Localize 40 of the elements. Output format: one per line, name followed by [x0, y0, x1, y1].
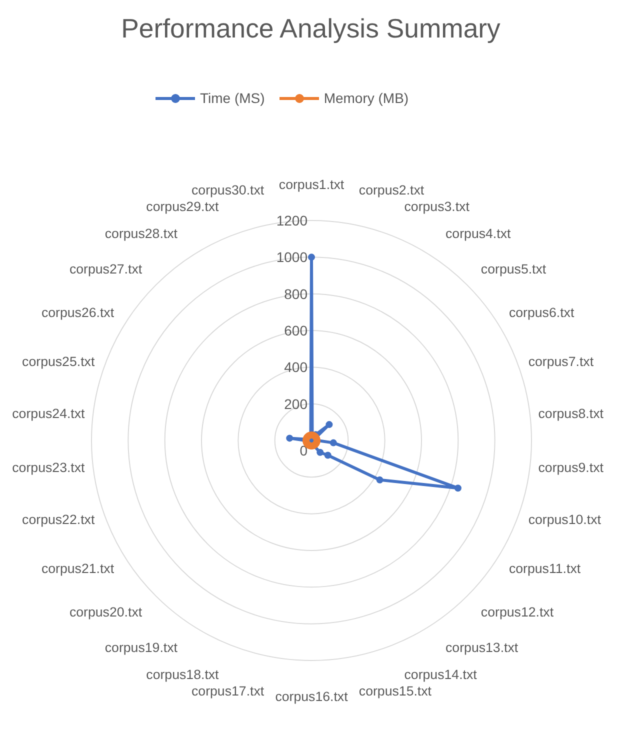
chart-title: Performance Analysis Summary	[121, 14, 502, 44]
spoke-label: corpus5.txt	[480, 262, 546, 277]
y-tick-label: 200	[284, 396, 308, 412]
spoke-label: corpus14.txt	[404, 666, 478, 682]
spoke-label: corpus26.txt	[41, 305, 114, 320]
spoke-label: corpus1.txt	[278, 177, 344, 192]
spoke-label: corpus13.txt	[446, 640, 518, 656]
spoke-label: corpus17.txt	[191, 683, 264, 698]
spoke-label: corpus11.txt	[508, 561, 581, 576]
y-tick-label: 400	[284, 359, 308, 376]
spoke-label: corpus21.txt	[41, 561, 114, 576]
legend-label: Memory (MB)	[324, 90, 409, 106]
spoke-label: corpus10.txt	[528, 512, 602, 528]
spoke-label: corpus27.txt	[69, 262, 142, 277]
spoke-label: corpus9.txt	[538, 460, 604, 475]
spoke-label: corpus16.txt	[275, 689, 348, 704]
legend-label: Time (MS)	[200, 90, 265, 106]
spoke-label: corpus18.txt	[146, 666, 220, 682]
spoke-label: corpus28.txt	[104, 226, 178, 241]
y-tick-label: 1200	[276, 212, 308, 228]
spoke-label: corpus4.txt	[446, 226, 511, 241]
spoke-label: corpus7.txt	[528, 354, 594, 369]
spoke-label: corpus25.txt	[22, 354, 95, 369]
spoke-label: corpus15.txt	[358, 683, 432, 698]
spoke-label: corpus8.txt	[538, 406, 604, 422]
spoke-label: corpus12.txt	[480, 604, 554, 620]
spoke-label: corpus2.txt	[358, 182, 424, 198]
spoke-label: corpus24.txt	[12, 406, 86, 422]
spoke-label: corpus6.txt	[508, 305, 574, 320]
spoke-label: corpus20.txt	[69, 604, 142, 620]
y-tick-label: 0	[300, 442, 308, 458]
y-tick-label: 800	[284, 286, 308, 302]
y-tick-label: 600	[284, 322, 308, 338]
spoke-label: corpus19.txt	[104, 640, 178, 656]
spoke-label: corpus30.txt	[191, 182, 264, 198]
spoke-label: corpus22.txt	[22, 512, 95, 528]
spoke-label: corpus29.txt	[146, 199, 220, 214]
spoke-label: corpus23.txt	[12, 460, 86, 475]
spoke-label: corpus3.txt	[404, 199, 470, 214]
y-tick-label: 1000	[276, 249, 308, 266]
